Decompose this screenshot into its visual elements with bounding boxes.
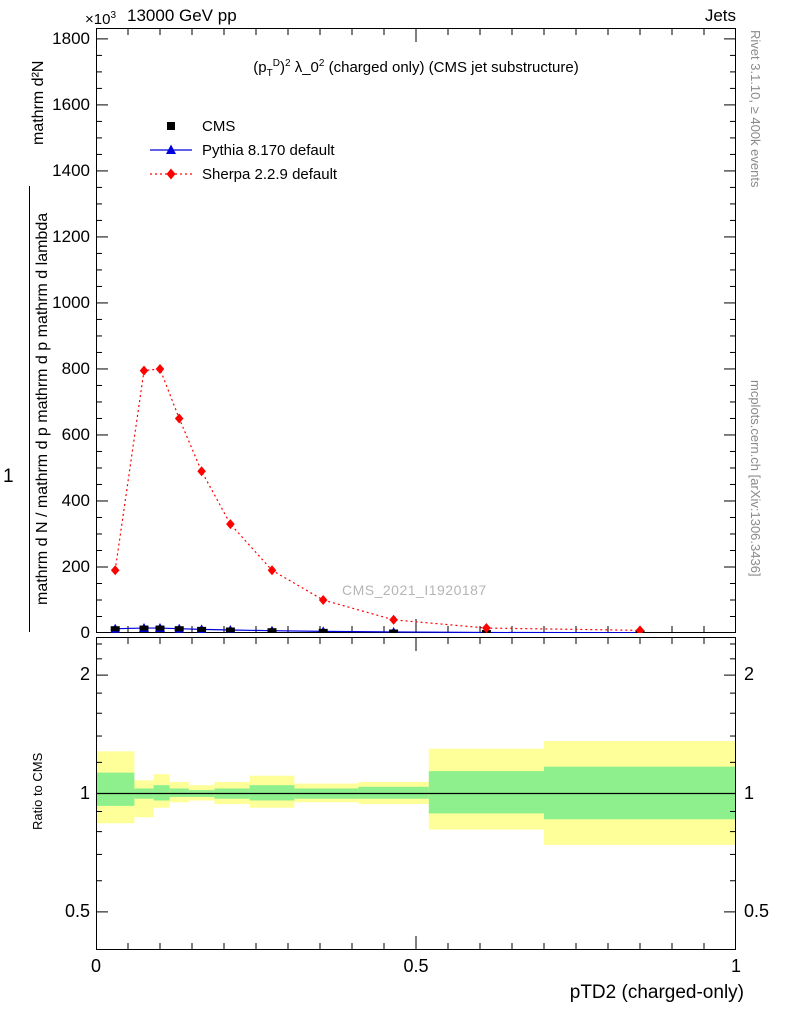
cms-data-marker (267, 628, 277, 633)
legend-marker-shape (166, 168, 176, 180)
sherpa-data-marker (155, 363, 165, 374)
main-y-tick-label: 1800 (52, 28, 90, 48)
sherpa-data-marker (174, 413, 184, 424)
legend-square-icon (167, 122, 175, 130)
ratio-y-tick-label-left: 1 (79, 782, 90, 803)
ratio-axis-label: Ratio to CMS (30, 752, 45, 830)
yellow-band-segment (134, 780, 154, 818)
sherpa-data-marker (267, 565, 277, 576)
legend-label: CMS (202, 117, 236, 135)
legend-triangle-icon (150, 144, 192, 154)
legend-label: Sherpa 2.2.9 default (202, 165, 338, 183)
plot-title-part: ) (279, 59, 285, 76)
y-axis-power-label: ×103 (85, 10, 116, 28)
sherpa-data-marker (482, 623, 491, 633)
plot-title-part: (charged only) (CMS jet substructure) (324, 59, 579, 76)
x-tick-label: 1 (730, 956, 741, 976)
legend-diamond-icon (150, 168, 192, 180)
sherpa-data-marker (197, 466, 206, 477)
legend: CMS Pythia 8.170 default Sherpa 2.2.9 defa… (148, 114, 337, 186)
sherpa-data-marker (635, 625, 645, 633)
sherpa-data-marker (226, 519, 235, 530)
analysis-topic-label: Jets (704, 6, 736, 25)
x-tick-label: 0 (90, 956, 101, 976)
green-band-segment (169, 788, 189, 797)
y-axis-label-numerator: mathrm d²N (30, 60, 47, 146)
mcplots-citation-note: mcplots.cern.ch [arXiv:1306.3436] (748, 380, 763, 577)
power-exponent: 3 (110, 10, 117, 21)
green-band-segment (96, 772, 135, 806)
cms-data-marker (389, 629, 399, 633)
x-axis-title: pTD2 (charged-only) (569, 982, 744, 1003)
cms-data-marker (197, 626, 207, 632)
plot-title-part: 2 (318, 58, 325, 69)
sherpa-data-marker (110, 565, 120, 576)
plot-title-part: λ_0 (290, 59, 319, 76)
main-y-tick-label: 1400 (52, 160, 90, 180)
ratio-plot-canvas (96, 637, 736, 950)
ratio-y-tick-label-right: 1 (744, 782, 755, 803)
y-axis-label-denominator: mathrm d N / mathrm d p mathrm d p mathr… (34, 212, 51, 606)
power-base: ×10 (85, 11, 111, 28)
ratio-y-tick-label-right: 0.5 (744, 900, 770, 921)
green-band-segment (249, 785, 295, 801)
legend-item: Sherpa 2.2.9 default (148, 162, 337, 186)
ratio-y-tick-label-left: 2 (79, 664, 90, 685)
ratio-panel-border (96, 637, 736, 950)
ratio-y-tick-label-right: 2 (744, 664, 755, 685)
legend-marker-shape (166, 144, 176, 154)
cms-data-marker (139, 625, 149, 631)
legend-item: Pythia 8.170 default (148, 138, 337, 162)
series-pythia (110, 623, 643, 633)
legend-marker-shape (167, 122, 175, 130)
plot-title-part: 2 (284, 58, 291, 69)
cms-data-marker (318, 628, 328, 633)
sherpa-data-marker (139, 365, 149, 376)
cms-data-marker (174, 626, 184, 632)
sherpa-data-marker (389, 614, 398, 625)
y-axis-fraction-one: 1 (3, 466, 14, 487)
plot-title-part: (p (253, 59, 267, 76)
cms-data-marker (110, 626, 120, 632)
cms-data-marker (155, 625, 165, 631)
green-band-segment (428, 771, 544, 814)
x-tick-label: 0.5 (403, 956, 429, 976)
legend-item: CMS (148, 114, 337, 138)
main-plot-canvas (96, 28, 736, 633)
cms-data-marker (225, 627, 235, 633)
main-panel-border (96, 28, 736, 633)
main-y-tick-label: 1600 (52, 94, 90, 114)
ratio-y-tick-label-left: 0.5 (64, 900, 90, 921)
watermark-analysis-id: CMS_2021_I1920187 (342, 582, 487, 598)
plot-title: (pTD)2 λ_02 (charged only) (CMS jet subs… (96, 58, 736, 79)
plot-title-part: D (272, 58, 280, 69)
legend-label: Pythia 8.170 default (202, 141, 335, 159)
rivet-version-note: Rivet 3.1.10, ≥ 400k events (748, 30, 763, 188)
y-axis-fraction-bar (29, 186, 30, 632)
green-band-segment (153, 785, 170, 801)
sherpa-data-marker (318, 594, 328, 605)
plot-title-part: T (266, 68, 273, 79)
green-band-segment (358, 786, 429, 799)
beam-energy-label: 13000 GeV pp (127, 6, 237, 25)
